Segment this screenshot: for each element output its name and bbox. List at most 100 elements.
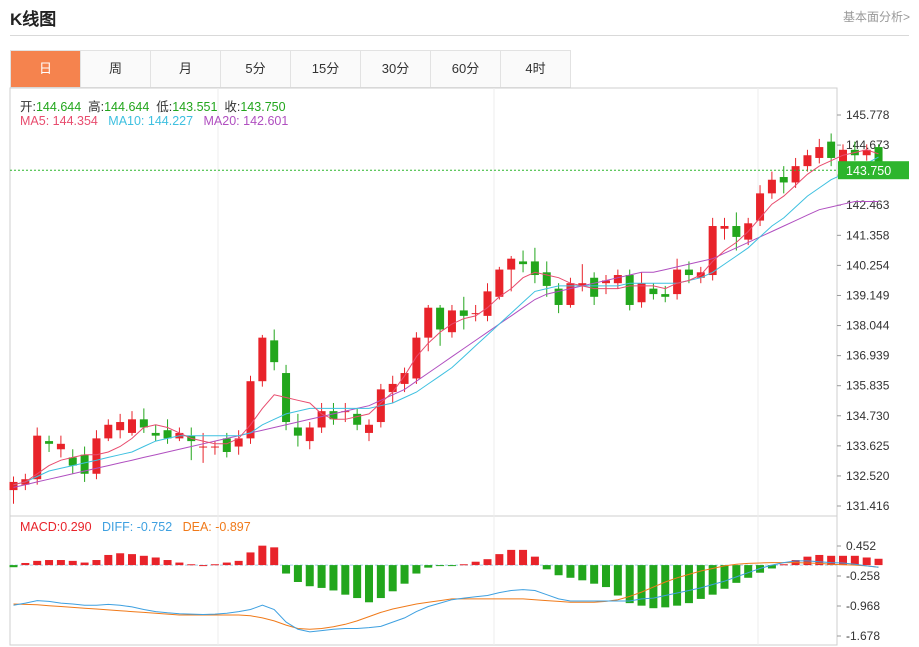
candle-body: [151, 432, 160, 436]
macd-bar: [839, 555, 847, 566]
tab-30min[interactable]: 30分: [361, 51, 431, 87]
candle-body: [33, 435, 42, 480]
macd-panel-frame: [9, 515, 838, 646]
macd-tick-label: 0.452: [846, 539, 876, 553]
tab-5min[interactable]: 5分: [221, 51, 291, 87]
candle-body: [128, 419, 136, 433]
diff-legend-item: DIFF: -0.752: [101, 520, 173, 534]
ma10-line: [13, 156, 879, 486]
low-label: 低:: [156, 100, 173, 114]
price-tick-label: 139.149: [846, 288, 890, 302]
macd-bar: [720, 565, 729, 589]
candle-body: [815, 147, 824, 158]
macd-bar: [874, 558, 883, 566]
tab-week[interactable]: 周: [81, 51, 151, 87]
diff-line: [13, 560, 879, 633]
close-label: 收:: [224, 100, 241, 114]
candle-body: [329, 411, 338, 420]
candle-body: [803, 155, 812, 167]
macd-bar: [68, 560, 77, 566]
candle-body: [270, 340, 279, 363]
candle-body: [9, 481, 18, 491]
candle-body: [554, 288, 563, 305]
candle-body: [827, 141, 836, 158]
candle-body: [625, 275, 634, 305]
candle-body: [471, 313, 480, 315]
macd-bar: [222, 562, 231, 566]
price-tick-label: 142.463: [846, 198, 890, 212]
candle-body: [590, 277, 599, 297]
tab-day[interactable]: 日: [11, 51, 81, 87]
macd-bar: [542, 565, 551, 570]
current-price-tag: 143.750: [846, 164, 891, 178]
macd-bar: [353, 565, 362, 599]
candle-body: [708, 226, 717, 276]
macd-bar: [116, 553, 125, 566]
macd-bar: [376, 565, 385, 599]
candle-body: [673, 269, 682, 295]
price-tick-label: 141.358: [846, 228, 890, 242]
candle-body: [530, 261, 539, 276]
candle-body: [56, 443, 65, 450]
candle-body: [424, 307, 433, 338]
ma20-legend: MA20: 142.601: [203, 114, 289, 128]
tab-4h[interactable]: 4时: [501, 51, 571, 87]
candle-body: [507, 258, 516, 270]
price-tick-label: 132.520: [846, 469, 890, 483]
candle-body: [92, 438, 101, 474]
macd-bar: [365, 565, 373, 603]
candle-body: [234, 438, 243, 447]
macd-bar: [128, 554, 136, 566]
candle-body: [519, 261, 528, 265]
macd-bar: [827, 555, 836, 566]
macd-bar: [282, 565, 291, 574]
price-tick-label: 131.416: [846, 499, 890, 513]
candle-body: [199, 446, 208, 448]
macd-bar: [779, 564, 788, 566]
tab-15min[interactable]: 15分: [291, 51, 361, 87]
macd-bar: [329, 565, 338, 591]
tab-month[interactable]: 月: [151, 51, 221, 87]
macd-bar: [246, 552, 255, 566]
macd-bar: [684, 565, 693, 604]
candle-body: [542, 272, 551, 286]
candle-body: [483, 291, 492, 316]
candle-body: [447, 310, 456, 333]
macd-tick-label: -0.968: [846, 599, 880, 613]
macd-bar: [637, 565, 646, 606]
price-panel-frame: [9, 87, 838, 517]
macd-bar: [139, 555, 148, 566]
macd-bar: [341, 565, 350, 595]
macd-bar: [850, 555, 859, 566]
candle-body: [68, 457, 77, 466]
dea-legend-item: DEA: -0.897: [182, 520, 251, 534]
macd-bar: [258, 545, 267, 566]
current-price-tag-bg: [838, 161, 909, 180]
macd-bar: [293, 565, 302, 582]
candle-body: [684, 269, 693, 276]
tab-60min[interactable]: 60分: [431, 51, 501, 87]
macd-bar: [613, 565, 622, 596]
fundamental-analysis-link[interactable]: 基本面分析>: [842, 10, 910, 24]
macd-bar: [459, 564, 468, 566]
macd-bar: [199, 565, 208, 567]
macd-bar: [400, 565, 409, 584]
candle-body: [862, 149, 871, 156]
candle-body: [293, 427, 302, 436]
macd-bar: [151, 557, 160, 566]
macd-bar: [554, 565, 563, 576]
high-label: 高:: [88, 100, 105, 114]
price-tick-label: 136.939: [846, 349, 890, 363]
ma5-line: [13, 149, 879, 486]
candle-body: [495, 269, 504, 297]
candle-body: [341, 411, 350, 413]
macd-bar: [388, 565, 397, 592]
ma5-legend: MA5: 144.354: [20, 114, 98, 128]
candle-body: [661, 294, 670, 297]
candle-body: [459, 310, 468, 316]
price-tick-label: 134.730: [846, 409, 890, 423]
candle-body: [412, 337, 421, 379]
macd-bar: [305, 565, 314, 587]
macd-bar: [471, 561, 480, 566]
